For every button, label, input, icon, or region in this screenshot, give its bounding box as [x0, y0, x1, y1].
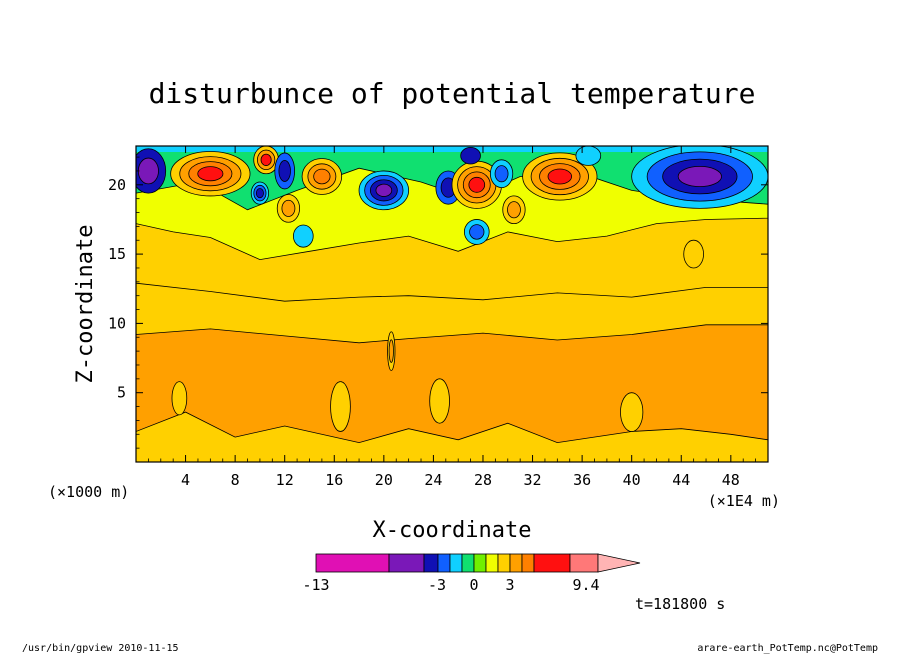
contour-cell-13-1: [469, 224, 485, 240]
x-tick-label: 4: [181, 471, 190, 489]
x-axis-ticks: 4 8 12 16 20 24 28 32 36 40 44 48: [147, 146, 757, 489]
x-axis-label: X-coordinate: [373, 518, 532, 543]
x-tick-label: 28: [474, 471, 492, 489]
contour-cell-4-2: [255, 188, 264, 199]
x-tick-label: 16: [325, 471, 343, 489]
contour-cell-14-1: [507, 201, 521, 219]
contour-cell-2-2: [260, 153, 272, 166]
contour-plot-area: [136, 146, 768, 462]
contour-cell-23-0: [620, 392, 644, 432]
colorbar-segment: [461, 553, 475, 573]
contour-cell-22-0: [429, 378, 450, 424]
contour-cell-0-1: [137, 157, 159, 185]
contour-cell-21-1: [388, 339, 394, 363]
x-tick-label: 24: [424, 471, 442, 489]
contour-cell-12-1: [494, 165, 509, 183]
plot-frame: [135, 145, 769, 463]
x-tick-label: 48: [722, 471, 740, 489]
x-tick-label: 36: [573, 471, 591, 489]
colorbar-segment: [315, 553, 390, 573]
contour-cell-15-3: [547, 168, 573, 185]
colorbar-segment: [509, 553, 523, 573]
x-tick-label: 20: [375, 471, 393, 489]
contour-cell-6-2: [313, 168, 331, 185]
colorbar-tick-label: -13: [302, 576, 329, 594]
contour-cell-17-3: [677, 165, 722, 187]
y-axis-ticks: 5 10 15 20: [108, 156, 768, 449]
colorbar-segment: [388, 553, 425, 573]
x-tick-label: 12: [276, 471, 294, 489]
colorbar-segment: [437, 553, 451, 573]
contour-cell-18-0: [683, 239, 704, 269]
colorbar-segment: [521, 553, 535, 573]
contour-cell-10-3: [468, 176, 486, 193]
x-unit-right: (×1E4 m): [708, 492, 780, 510]
colorbar-tick-label: 0: [469, 576, 478, 594]
contour-cell-16-0: [575, 146, 602, 166]
x-tick-label: 44: [672, 471, 690, 489]
colorbar-tick-label: 9.4: [572, 576, 599, 594]
footer-right: arare-earth_PotTemp.nc@PotTemp: [697, 643, 878, 654]
contour-cell-19-0: [171, 381, 188, 416]
colorbar-segment: [497, 553, 511, 573]
y-tick-label: 15: [108, 245, 126, 263]
colorbar-segment: [569, 553, 599, 573]
x-tick-label: 32: [524, 471, 542, 489]
contour-cells: [136, 146, 768, 432]
colorbar-labels: -13 -3 0 3 9.4: [302, 576, 599, 594]
contour-cell-5-1: [281, 199, 296, 217]
x-tick-label: 8: [231, 471, 240, 489]
colorbar-segment: [485, 553, 499, 573]
contour-cell-20-0: [330, 381, 351, 432]
colorbar-segment: [449, 553, 463, 573]
contour-cell-1-3: [197, 166, 224, 182]
y-axis-label: Z-coordinate: [73, 225, 98, 384]
colorbar: [315, 553, 641, 573]
contour-cell-7-0: [292, 224, 314, 248]
colorbar-segment: [533, 553, 571, 573]
contour-band-orange: [136, 324, 768, 444]
colorbar-tick-label: -3: [428, 576, 446, 594]
chart-title: disturbunce of potential temperature: [149, 77, 756, 110]
y-tick-label: 20: [108, 176, 126, 194]
colorbar-segment: [423, 553, 439, 573]
contour-cell-8-3: [375, 183, 393, 197]
y-tick-label: 5: [117, 384, 126, 402]
time-label: t=181800 s: [635, 595, 725, 613]
footer-left: /usr/bin/gpview 2010-11-15: [22, 643, 179, 654]
colorbar-segment: [473, 553, 487, 573]
colorbar-tick-label: 3: [505, 576, 514, 594]
y-tick-label: 10: [108, 314, 126, 332]
colorbar-arrow: [597, 553, 641, 573]
contour-cell-11-0: [460, 147, 481, 165]
x-unit-left: (×1000 m): [48, 483, 129, 501]
contour-cell-3-1: [278, 160, 291, 182]
contour-band-top: [136, 146, 768, 152]
x-tick-label: 40: [623, 471, 641, 489]
